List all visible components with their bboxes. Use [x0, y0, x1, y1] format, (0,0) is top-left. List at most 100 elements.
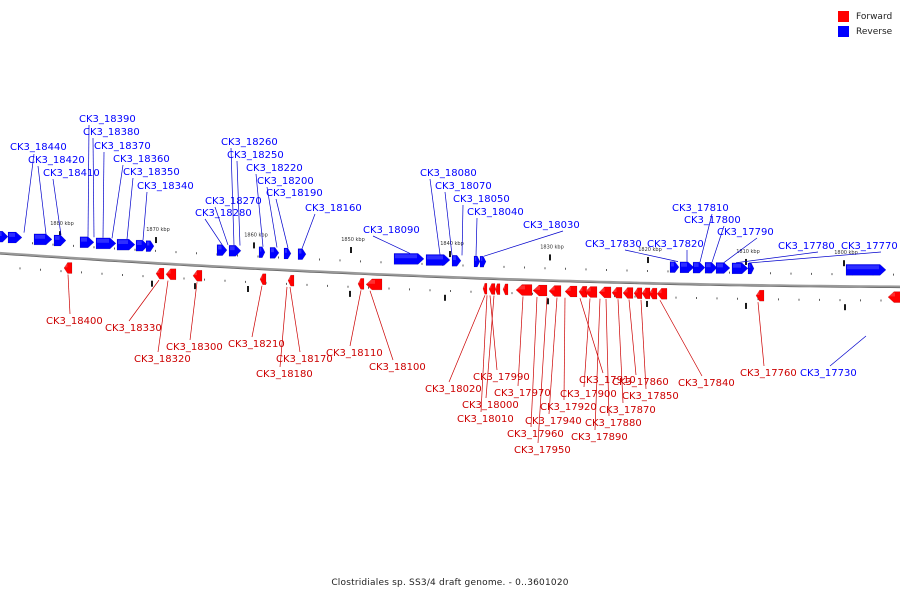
kbp-label: 1820 kbp: [638, 247, 662, 253]
gene-reverse-shine: [271, 248, 274, 253]
gene-reverse: [669, 261, 680, 273]
gene-label-forward: CK3_17960: [507, 429, 564, 440]
gene-label-reverse: CK3_18440: [10, 142, 67, 153]
gene-label-reverse: CK3_18280: [195, 208, 252, 219]
gene-label-reverse: CK3_18200: [257, 176, 314, 187]
leader-line-reverse: [429, 178, 441, 255]
gene-reverse: [95, 237, 117, 250]
leader-line-reverse: [255, 173, 264, 247]
gene-forward: [259, 273, 267, 286]
gene-label-reverse: CK3_17810: [672, 203, 729, 214]
gene-forward: [488, 283, 496, 295]
leader-line-forward: [628, 299, 637, 376]
gene-reverse: [473, 255, 481, 268]
gene-label-forward: CK3_17880: [585, 418, 642, 429]
gene-reverse: [0, 230, 9, 243]
leader-line-reverse: [444, 191, 453, 256]
gene-label-reverse: CK3_17790: [717, 227, 774, 238]
leader-line-forward: [583, 298, 591, 388]
kbp-label: 1870 kbp: [146, 227, 170, 233]
gene-reverse-shine: [9, 233, 15, 237]
leader-line-reverse: [102, 151, 105, 238]
gene-label-reverse: CK3_18090: [363, 225, 420, 236]
leader-line-reverse: [23, 153, 35, 233]
gene-reverse-shine: [847, 265, 879, 270]
gene-forward-shine: [643, 288, 646, 293]
gene-label-reverse: CK3_18190: [266, 188, 323, 199]
gene-label-reverse: CK3_18420: [28, 155, 85, 166]
genome-backbone-shadow: [0, 253, 900, 289]
leader-line-forward: [369, 290, 394, 361]
gene-forward: [365, 278, 383, 291]
kbp-label: 1830 kbp: [540, 244, 564, 250]
gene-reverse: [79, 236, 95, 249]
gene-reverse-shine: [453, 256, 456, 261]
gene-forward-shine: [580, 287, 583, 292]
gene-label-reverse: CK3_18040: [467, 207, 524, 218]
leader-line-reverse: [624, 249, 679, 262]
gene-reverse-shine: [427, 255, 443, 260]
gene-label-forward: CK3_17970: [494, 388, 551, 399]
gene-reverse-shine: [230, 246, 235, 251]
gene-label-forward: CK3_17950: [514, 445, 571, 456]
gene-reverse: [393, 253, 425, 265]
leader-line-forward: [289, 287, 301, 353]
leader-line-reverse: [52, 178, 62, 236]
gene-label-reverse: CK3_18160: [305, 203, 362, 214]
leader-line-reverse: [461, 204, 464, 256]
gene-reverse: [451, 254, 462, 267]
leader-line-reverse: [266, 186, 278, 248]
gene-label-forward: CK3_17900: [560, 389, 617, 400]
leader-line-forward: [448, 295, 486, 383]
leader-line-forward: [157, 280, 169, 353]
leader-line-reverse: [372, 235, 411, 254]
gene-forward-shine: [550, 286, 555, 291]
gene-forward: [515, 284, 533, 296]
leader-line-forward: [349, 290, 362, 347]
gene-label-forward: CK3_17920: [540, 402, 597, 413]
kbp-label: 1860 kbp: [244, 232, 268, 238]
leader-line-forward: [579, 298, 604, 374]
leader-line-reverse: [92, 137, 95, 238]
gene-forward-shine: [367, 279, 375, 284]
gene-reverse-shine: [717, 263, 723, 268]
gene-label-reverse: CK3_18260: [221, 137, 278, 148]
leader-line-reverse: [748, 251, 882, 264]
gene-forward: [63, 262, 73, 274]
gene-forward-shine: [490, 284, 492, 289]
leader-line-reverse: [301, 213, 316, 249]
leader-line-forward: [640, 299, 647, 390]
leader-line-reverse: [711, 225, 725, 263]
gene-forward-shine: [289, 276, 291, 280]
leader-line-forward: [617, 299, 624, 404]
gene-forward-shine: [889, 292, 895, 297]
gene-reverse-shine: [749, 264, 751, 268]
gene-label-reverse: CK3_18380: [83, 127, 140, 138]
gene-reverse: [283, 247, 292, 260]
leader-line-forward: [517, 296, 524, 387]
leader-line-forward: [251, 285, 263, 338]
gene-reverse: [747, 262, 755, 275]
gene-forward: [656, 288, 668, 300]
gene-reverse-shine: [481, 257, 483, 262]
kbp-label: 1840 kbp: [440, 241, 464, 247]
gene-label-forward: CK3_18210: [228, 339, 285, 350]
leader-line-reverse: [230, 147, 235, 246]
gene-forward-shine: [359, 279, 361, 284]
leader-line-forward: [605, 298, 610, 417]
gene-label-forward: CK3_17910: [579, 375, 636, 386]
legend-label-reverse: Reverse: [856, 26, 893, 37]
gene-label-forward: CK3_17860: [612, 377, 669, 388]
gene-forward: [578, 286, 588, 298]
gene-forward-shine: [484, 284, 485, 289]
gene-forward: [165, 268, 177, 281]
gene-label-forward: CK3_17890: [571, 432, 628, 443]
gene-forward: [357, 278, 365, 290]
leader-line-reverse: [723, 237, 758, 263]
gene-label-reverse: CK3_18350: [123, 167, 180, 178]
genome-backbone: [0, 251, 900, 288]
gene-forward-shine: [504, 284, 505, 289]
gene-reverse-shine: [671, 262, 674, 267]
gene-forward-shine: [261, 274, 263, 279]
